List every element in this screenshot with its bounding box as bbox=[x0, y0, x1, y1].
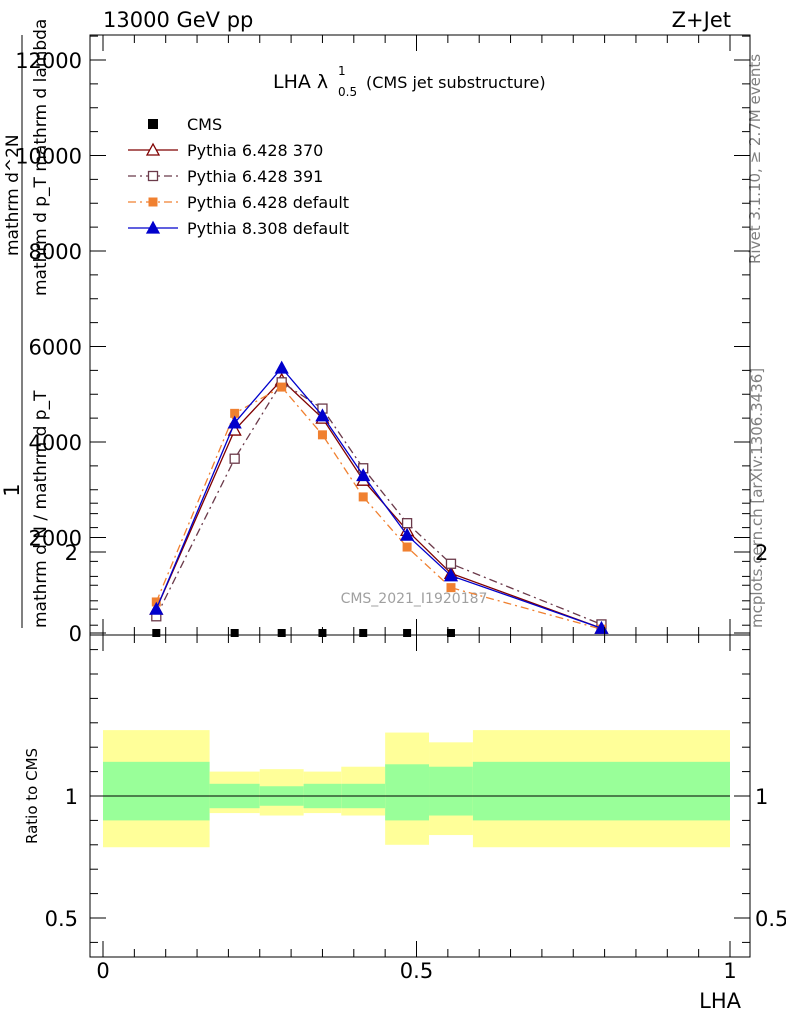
series-line bbox=[155, 386, 602, 630]
y-tick-label: 8000 bbox=[29, 240, 82, 264]
data-point bbox=[277, 629, 286, 637]
main-axes: 0 2000 4000 6000 8000 10000 12000 bbox=[15, 35, 750, 646]
y-axis-label-denominator-norm: mathrm d N / mathrm d p_T bbox=[31, 390, 51, 628]
y-axis-label-numerator: mathrm d^2N bbox=[3, 134, 23, 256]
y-tick-label: 12000 bbox=[15, 49, 82, 73]
x-axis-label: LHA bbox=[699, 989, 741, 1013]
y-tick-label: 0 bbox=[69, 622, 82, 646]
ratio-band-inner bbox=[103, 761, 210, 821]
x-tick-label: 1 bbox=[723, 959, 736, 983]
series-point bbox=[277, 382, 287, 392]
legend-label: Pythia 6.428 default bbox=[187, 193, 349, 212]
data-point bbox=[152, 629, 161, 637]
series-point bbox=[230, 408, 240, 418]
y-tick-label: 4000 bbox=[29, 431, 82, 455]
y-tick-label: 2000 bbox=[29, 527, 82, 551]
series-point bbox=[356, 468, 371, 482]
legend-label-cms: CMS bbox=[187, 115, 222, 134]
ratio-band-inner bbox=[429, 766, 473, 816]
ratio-band-inner bbox=[385, 764, 430, 821]
rivet-label: Rivet 3.1.10, ≥ 2.7M events bbox=[746, 54, 764, 264]
ratio-tick-label-right: 0.5 bbox=[755, 907, 786, 931]
series-point bbox=[148, 197, 158, 207]
ratio-panel: 0.5 0.5 1 1 2 2 Ratio to CMS bbox=[23, 502, 786, 958]
main-series-group bbox=[149, 360, 609, 634]
series-point bbox=[402, 542, 412, 552]
header-right: Z+Jet bbox=[672, 8, 731, 32]
chart-title-sub: 0.5 bbox=[338, 85, 357, 99]
header-left: 13000 GeV pp bbox=[103, 8, 253, 32]
series-line bbox=[155, 381, 602, 626]
data-point bbox=[446, 629, 455, 637]
x-tick-labels: 0 0.5 1 bbox=[96, 959, 736, 983]
series-point bbox=[145, 220, 161, 234]
series-point bbox=[317, 430, 327, 440]
ratio-tick-label-left: 1 bbox=[65, 785, 78, 809]
legend-label: Pythia 6.428 391 bbox=[187, 167, 323, 186]
legend-label: Pythia 6.428 370 bbox=[187, 141, 323, 160]
series-line bbox=[155, 366, 602, 629]
ratio-y-axis-label: Ratio to CMS bbox=[23, 748, 41, 844]
series-point bbox=[443, 568, 459, 582]
y-axis-label: 1 mathrm d N / mathrm d p_T mathrm d^2N … bbox=[0, 19, 51, 628]
mcplots-label: mcplots.cern.ch [arXiv:1306.3436] bbox=[748, 368, 766, 628]
x-tick-label: 0.5 bbox=[400, 959, 433, 983]
ratio-tick-label-right: 1 bbox=[755, 785, 768, 809]
chart-title-suffix: (CMS jet substructure) bbox=[366, 73, 546, 92]
data-point bbox=[359, 629, 368, 637]
legend-label: Pythia 8.308 default bbox=[187, 219, 349, 238]
legend-marker-cms bbox=[148, 119, 158, 129]
ratio-tick-label-right: 2 bbox=[755, 541, 768, 565]
main-panel: CMS_2021_I1920187 0 2000 4000 6000 8000 10000… bbox=[15, 34, 751, 646]
chart-title: LHA λ 1 0.5 (CMS jet substructure) bbox=[273, 64, 546, 99]
series-point bbox=[145, 142, 161, 156]
ratio-bands-group bbox=[103, 730, 730, 848]
series-point bbox=[149, 601, 164, 615]
series-point bbox=[358, 492, 368, 502]
y-tick-label: 10000 bbox=[15, 145, 82, 169]
chart-title-sup: 1 bbox=[338, 64, 346, 78]
series-point bbox=[446, 583, 456, 593]
y-axis-label-one: 1 bbox=[0, 483, 24, 496]
series-point bbox=[274, 360, 289, 374]
y-axis-label-denominator: mathrm d p_T mathrm d lambda bbox=[31, 19, 51, 296]
chart-title-main: LHA λ bbox=[273, 71, 328, 93]
y-tick-label: 6000 bbox=[29, 336, 82, 360]
series-point bbox=[227, 415, 242, 429]
ratio-tick-label-left: 2 bbox=[65, 541, 78, 565]
series-point bbox=[315, 408, 330, 422]
data-points-group bbox=[152, 629, 455, 637]
legend: CMS Pythia 6.428 370 Pythia 6.428 391 Pythi… bbox=[128, 115, 349, 238]
series-point bbox=[400, 527, 415, 541]
ratio-tick-label-left: 0.5 bbox=[45, 907, 78, 931]
ratio-axes: 0.5 0.5 1 1 2 2 bbox=[45, 502, 786, 957]
series-point bbox=[229, 453, 240, 464]
data-point bbox=[230, 629, 239, 637]
chart-watermark: CMS_2021_I1920187 bbox=[341, 591, 488, 607]
series-point bbox=[147, 170, 159, 182]
x-tick-label: 0 bbox=[96, 959, 109, 983]
data-point bbox=[403, 629, 412, 637]
series-line bbox=[155, 379, 602, 629]
series-point bbox=[401, 518, 413, 529]
series-point bbox=[445, 558, 457, 569]
ratio-band-inner bbox=[472, 761, 730, 821]
